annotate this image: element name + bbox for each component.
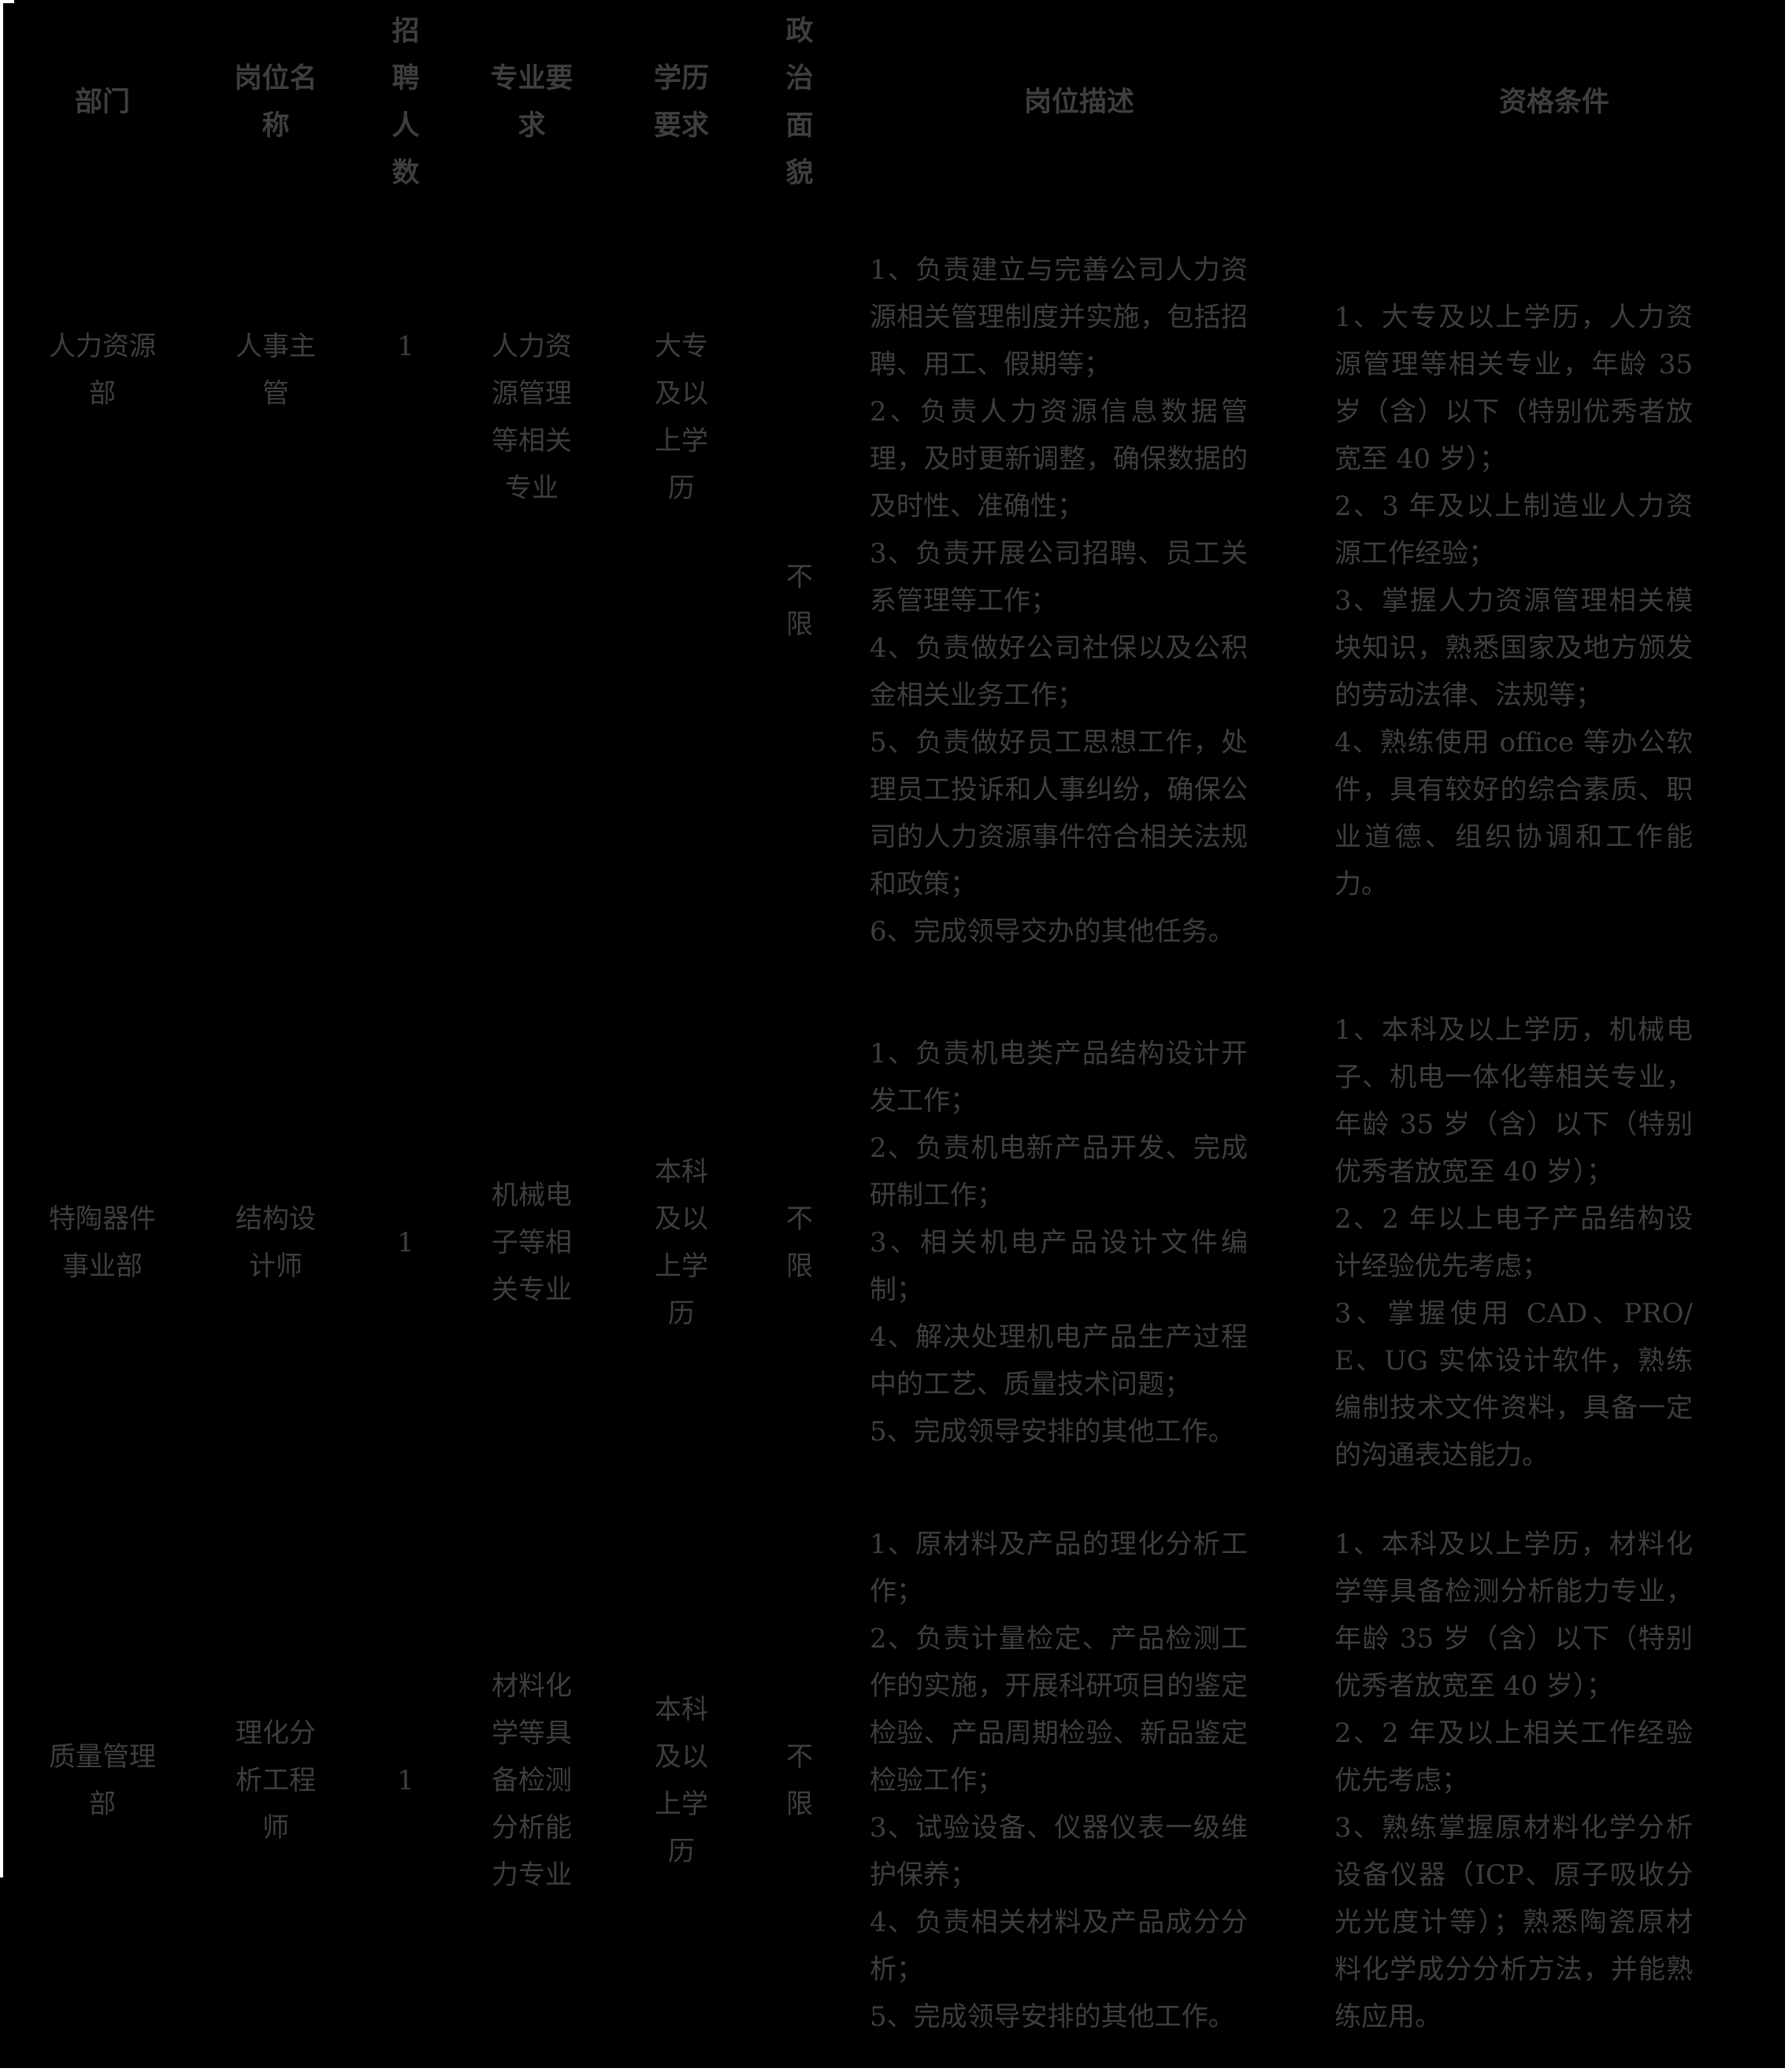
cell-department: 质量管理 部 xyxy=(0,1488,205,2072)
cell-political: 不 限 xyxy=(764,205,835,996)
header-label-political: 政 治 面 貌 xyxy=(785,15,814,189)
position-value: 结构设 计师 xyxy=(236,1203,316,1282)
page-edge-left xyxy=(0,0,3,1877)
cell-political: 不 限 xyxy=(764,1488,835,2072)
header-cell-education: 学历 要求 xyxy=(599,0,764,205)
department-value: 质量管理 部 xyxy=(49,1740,156,1820)
cell-political: 不 限 xyxy=(764,996,835,1488)
cell-qualification: 1、大专及以上学历，人力资源管理等相关专业，年龄 35 岁（含）以下（特别优秀者… xyxy=(1323,205,1785,996)
position-value: 人事主 管 xyxy=(236,331,316,410)
header-cell-headcount: 招 聘 人 数 xyxy=(347,0,465,205)
political-value: 不 限 xyxy=(786,561,813,640)
header-cell-department: 部门 xyxy=(0,0,205,205)
headcount-value: 1 xyxy=(397,1764,414,1796)
header-label-position: 岗位名 称 xyxy=(234,62,317,142)
header-cell-major: 专业要 求 xyxy=(465,0,599,205)
cell-position: 理化分 析工程 师 xyxy=(205,1488,347,2072)
qualification-text: 1、本科及以上学历，机械电子、机电一体化等相关专业，年龄 35 岁（含）以下（特… xyxy=(1334,1014,1693,1471)
header-label-headcount: 招 聘 人 数 xyxy=(392,15,420,189)
description-text: 1、负责机电类产品结构设计开发工作； 2、负责机电新产品开发、完成研制工作； 3… xyxy=(870,1037,1248,1447)
header-label-qualification: 资格条件 xyxy=(1498,86,1609,118)
cell-position: 结构设 计师 xyxy=(205,996,347,1488)
education-value: 本科 及以 上学 历 xyxy=(655,1693,708,1867)
cell-education: 大专 及以 上学 历 xyxy=(599,205,764,996)
header-label-department: 部门 xyxy=(74,86,130,118)
political-value: 不 限 xyxy=(786,1740,813,1820)
cell-position: 人事主 管 xyxy=(205,205,347,996)
header-label-education: 学历 要求 xyxy=(653,62,709,142)
cell-headcount: 1 xyxy=(347,996,465,1488)
department-value: 人力资源 部 xyxy=(49,331,156,410)
political-value: 不 限 xyxy=(786,1203,813,1282)
page-edge-bottom xyxy=(0,2068,1785,2072)
cell-education: 本科 及以 上学 历 xyxy=(599,1488,764,2072)
header-label-description: 岗位描述 xyxy=(1023,86,1134,118)
header-cell-position: 岗位名 称 xyxy=(205,0,347,205)
header-cell-description: 岗位描述 xyxy=(835,0,1323,205)
description-text: 1、原材料及产品的理化分析工作； 2、负责计量检定、产品检测工作的实施，开展科研… xyxy=(870,1528,1248,2033)
cell-description: 1、负责建立与完善公司人力资源相关管理制度并实施，包括招聘、用工、假期等； 2、… xyxy=(835,205,1323,996)
description-text: 1、负责建立与完善公司人力资源相关管理制度并实施，包括招聘、用工、假期等； 2、… xyxy=(870,254,1248,947)
cell-description: 1、负责机电类产品结构设计开发工作； 2、负责机电新产品开发、完成研制工作； 3… xyxy=(835,996,1323,1488)
table-row-hr-supervisor: 人力资源 部 人事主 管 1 人力资 源管理 等相关 专业 大专 及以 上学 历… xyxy=(0,205,1785,996)
major-value: 人力资 源管理 等相关 专业 xyxy=(492,331,572,504)
header-cell-qualification: 资格条件 xyxy=(1323,0,1785,205)
education-value: 本科 及以 上学 历 xyxy=(655,1155,708,1329)
cell-qualification: 1、本科及以上学历，材料化学等具备检测分析能力专业，年龄 35 岁（含）以下（特… xyxy=(1323,1488,1785,2072)
table-row-structural-designer: 特陶器件 事业部 结构设 计师 1 机械电 子等相 关专业 本科 及以 上学 历… xyxy=(0,996,1785,1488)
table-row-physicochemical-engineer: 质量管理 部 理化分 析工程 师 1 材料化 学等具 备检测 分析能 力专业 本… xyxy=(0,1488,1785,2072)
page-edge-top xyxy=(0,0,14,3)
major-value: 机械电 子等相 关专业 xyxy=(492,1179,572,1306)
cell-qualification: 1、本科及以上学历，机械电子、机电一体化等相关专业，年龄 35 岁（含）以下（特… xyxy=(1323,996,1785,1488)
cell-headcount: 1 xyxy=(347,205,465,996)
cell-major: 人力资 源管理 等相关 专业 xyxy=(465,205,599,996)
header-label-major: 专业要 求 xyxy=(490,62,573,142)
cell-department: 人力资源 部 xyxy=(0,205,205,996)
cell-description: 1、原材料及产品的理化分析工作； 2、负责计量检定、产品检测工作的实施，开展科研… xyxy=(835,1488,1323,2072)
cell-major: 材料化 学等具 备检测 分析能 力专业 xyxy=(465,1488,599,2072)
cell-department: 特陶器件 事业部 xyxy=(0,996,205,1488)
headcount-value: 1 xyxy=(397,1226,414,1258)
education-value: 大专 及以 上学 历 xyxy=(655,331,708,504)
cell-headcount: 1 xyxy=(347,1488,465,2072)
header-row: 部门 岗位名 称 招 聘 人 数 专业要 求 学历 要求 政 治 面 貌 岗位描… xyxy=(0,0,1785,205)
qualification-text: 1、本科及以上学历，材料化学等具备检测分析能力专业，年龄 35 岁（含）以下（特… xyxy=(1334,1528,1693,2033)
header-cell-political: 政 治 面 貌 xyxy=(764,0,835,205)
department-value: 特陶器件 事业部 xyxy=(49,1203,156,1282)
major-value: 材料化 学等具 备检测 分析能 力专业 xyxy=(492,1670,572,1891)
qualification-text: 1、大专及以上学历，人力资源管理等相关专业，年龄 35 岁（含）以下（特别优秀者… xyxy=(1334,301,1693,900)
position-value: 理化分 析工程 师 xyxy=(236,1717,316,1844)
cell-major: 机械电 子等相 关专业 xyxy=(465,996,599,1488)
cell-education: 本科 及以 上学 历 xyxy=(599,996,764,1488)
headcount-value: 1 xyxy=(397,331,414,362)
